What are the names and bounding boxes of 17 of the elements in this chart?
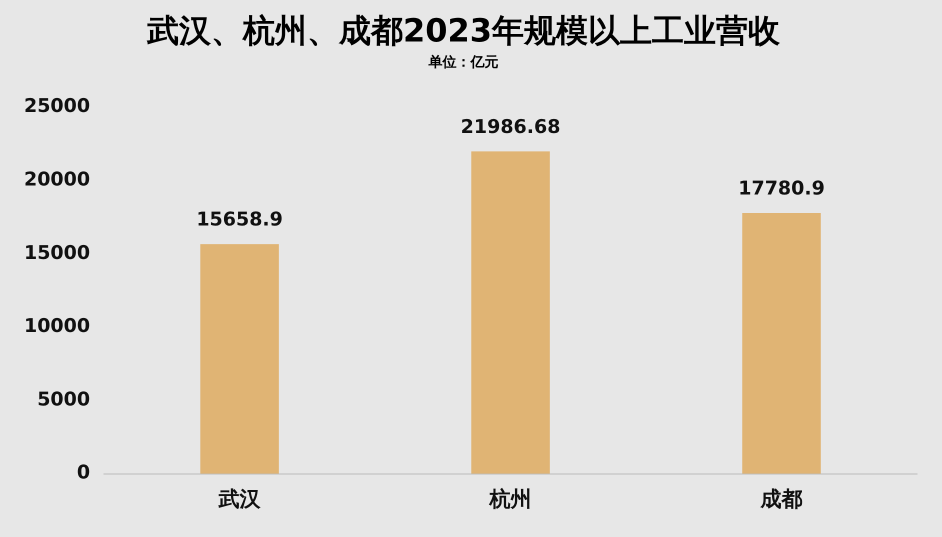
data-label: 21986.68: [460, 116, 560, 138]
y-tick-label: 25000: [24, 95, 90, 118]
x-tick-label: 成都: [760, 486, 803, 511]
x-tick-label: 武汉: [218, 486, 262, 511]
y-tick-label: 15000: [24, 242, 90, 264]
x-tick-label: 杭州: [488, 486, 532, 511]
data-label: 15658.9: [196, 208, 283, 231]
data-label: 17780.9: [738, 178, 825, 200]
chart-title: 武汉、杭州、成都2023年规模以上工业营收: [146, 12, 782, 50]
y-tick-label: 5000: [37, 388, 90, 410]
bar: [200, 244, 279, 474]
y-tick-label: 0: [76, 462, 90, 484]
chart-subtitle: 单位：亿元: [428, 54, 498, 70]
bar: [471, 151, 550, 474]
bar: [742, 213, 821, 474]
y-tick-label: 10000: [24, 315, 90, 338]
y-tick-label: 20000: [24, 168, 90, 190]
